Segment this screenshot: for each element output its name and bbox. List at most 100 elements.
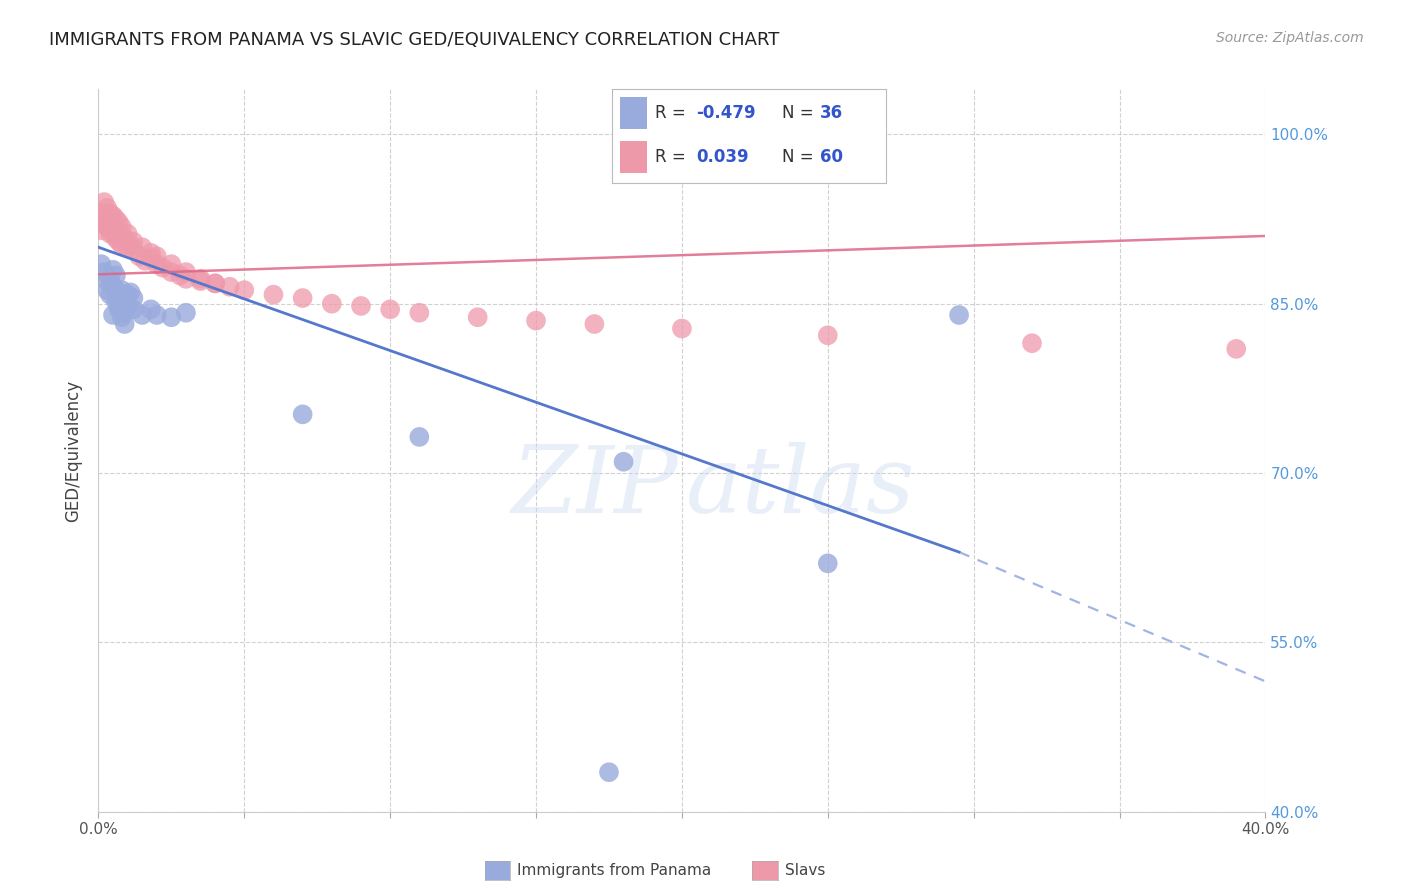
- Point: [598, 765, 620, 780]
- Point: [291, 291, 314, 305]
- Point: [122, 235, 145, 249]
- Text: Immigrants from Panama: Immigrants from Panama: [517, 863, 711, 878]
- Point: [111, 310, 134, 325]
- Point: [101, 308, 124, 322]
- Point: [122, 291, 145, 305]
- Point: [671, 321, 693, 335]
- Point: [583, 317, 606, 331]
- Point: [146, 308, 169, 322]
- Point: [408, 430, 430, 444]
- Point: [1225, 342, 1247, 356]
- Point: [104, 283, 127, 297]
- Point: [467, 310, 489, 325]
- Point: [101, 262, 124, 277]
- Point: [117, 299, 139, 313]
- Point: [93, 265, 115, 279]
- Point: [96, 219, 118, 234]
- Point: [114, 317, 136, 331]
- Text: IMMIGRANTS FROM PANAMA VS SLAVIC GED/EQUIVALENCY CORRELATION CHART: IMMIGRANTS FROM PANAMA VS SLAVIC GED/EQU…: [49, 31, 779, 49]
- Point: [104, 212, 127, 227]
- Point: [218, 279, 240, 293]
- Point: [160, 310, 183, 325]
- Point: [96, 215, 118, 229]
- Point: [291, 407, 314, 421]
- Point: [233, 283, 256, 297]
- Point: [131, 308, 153, 322]
- Point: [174, 272, 197, 286]
- Point: [104, 268, 127, 283]
- Point: [104, 231, 127, 245]
- Point: [169, 268, 191, 283]
- Text: N =: N =: [782, 104, 818, 122]
- Text: N =: N =: [782, 148, 818, 166]
- Point: [108, 229, 131, 244]
- Point: [101, 209, 124, 223]
- Point: [146, 257, 169, 271]
- Point: [190, 272, 212, 286]
- Point: [98, 215, 121, 229]
- Point: [160, 265, 183, 279]
- Text: atlas: atlas: [685, 442, 915, 532]
- Point: [96, 274, 118, 288]
- Point: [93, 218, 115, 232]
- Point: [93, 206, 115, 220]
- Point: [104, 227, 127, 241]
- Point: [120, 285, 142, 300]
- Point: [117, 227, 139, 241]
- Point: [408, 306, 430, 320]
- Point: [108, 299, 131, 313]
- Point: [117, 287, 139, 301]
- Point: [122, 243, 145, 257]
- Text: 36: 36: [820, 104, 844, 122]
- Bar: [620, 96, 647, 129]
- Point: [104, 294, 127, 309]
- Point: [108, 287, 131, 301]
- Point: [101, 218, 124, 232]
- Point: [131, 240, 153, 254]
- Text: R =: R =: [655, 148, 697, 166]
- Point: [174, 306, 197, 320]
- Point: [98, 287, 121, 301]
- Point: [90, 223, 112, 237]
- Point: [90, 212, 112, 227]
- Point: [108, 302, 131, 317]
- Point: [108, 215, 131, 229]
- Point: [101, 279, 124, 293]
- Point: [96, 283, 118, 297]
- Point: [93, 195, 115, 210]
- Point: [120, 238, 142, 252]
- Point: [111, 238, 134, 252]
- Text: Source: ZipAtlas.com: Source: ZipAtlas.com: [1216, 31, 1364, 45]
- Point: [114, 231, 136, 245]
- Point: [128, 249, 150, 263]
- Point: [152, 260, 174, 275]
- Point: [139, 246, 162, 260]
- Point: [139, 302, 162, 317]
- Point: [101, 227, 124, 241]
- Text: Slavs: Slavs: [785, 863, 825, 878]
- Point: [350, 299, 373, 313]
- Point: [111, 294, 134, 309]
- Point: [108, 235, 131, 249]
- Y-axis label: GED/Equivalency: GED/Equivalency: [65, 379, 83, 522]
- Text: 60: 60: [820, 148, 844, 166]
- Point: [134, 253, 156, 268]
- Point: [111, 219, 134, 234]
- Point: [146, 249, 169, 263]
- Bar: [620, 141, 647, 173]
- Point: [160, 257, 183, 271]
- Point: [204, 277, 226, 291]
- Text: 0.039: 0.039: [696, 148, 749, 166]
- Point: [90, 257, 112, 271]
- Point: [380, 302, 402, 317]
- Point: [262, 287, 284, 301]
- Point: [1021, 336, 1043, 351]
- Point: [98, 227, 121, 241]
- Text: -0.479: -0.479: [696, 104, 756, 122]
- Point: [98, 206, 121, 220]
- Text: R =: R =: [655, 104, 692, 122]
- Text: ZIP: ZIP: [512, 442, 679, 532]
- Point: [174, 265, 197, 279]
- Point: [139, 252, 162, 266]
- Point: [817, 328, 839, 343]
